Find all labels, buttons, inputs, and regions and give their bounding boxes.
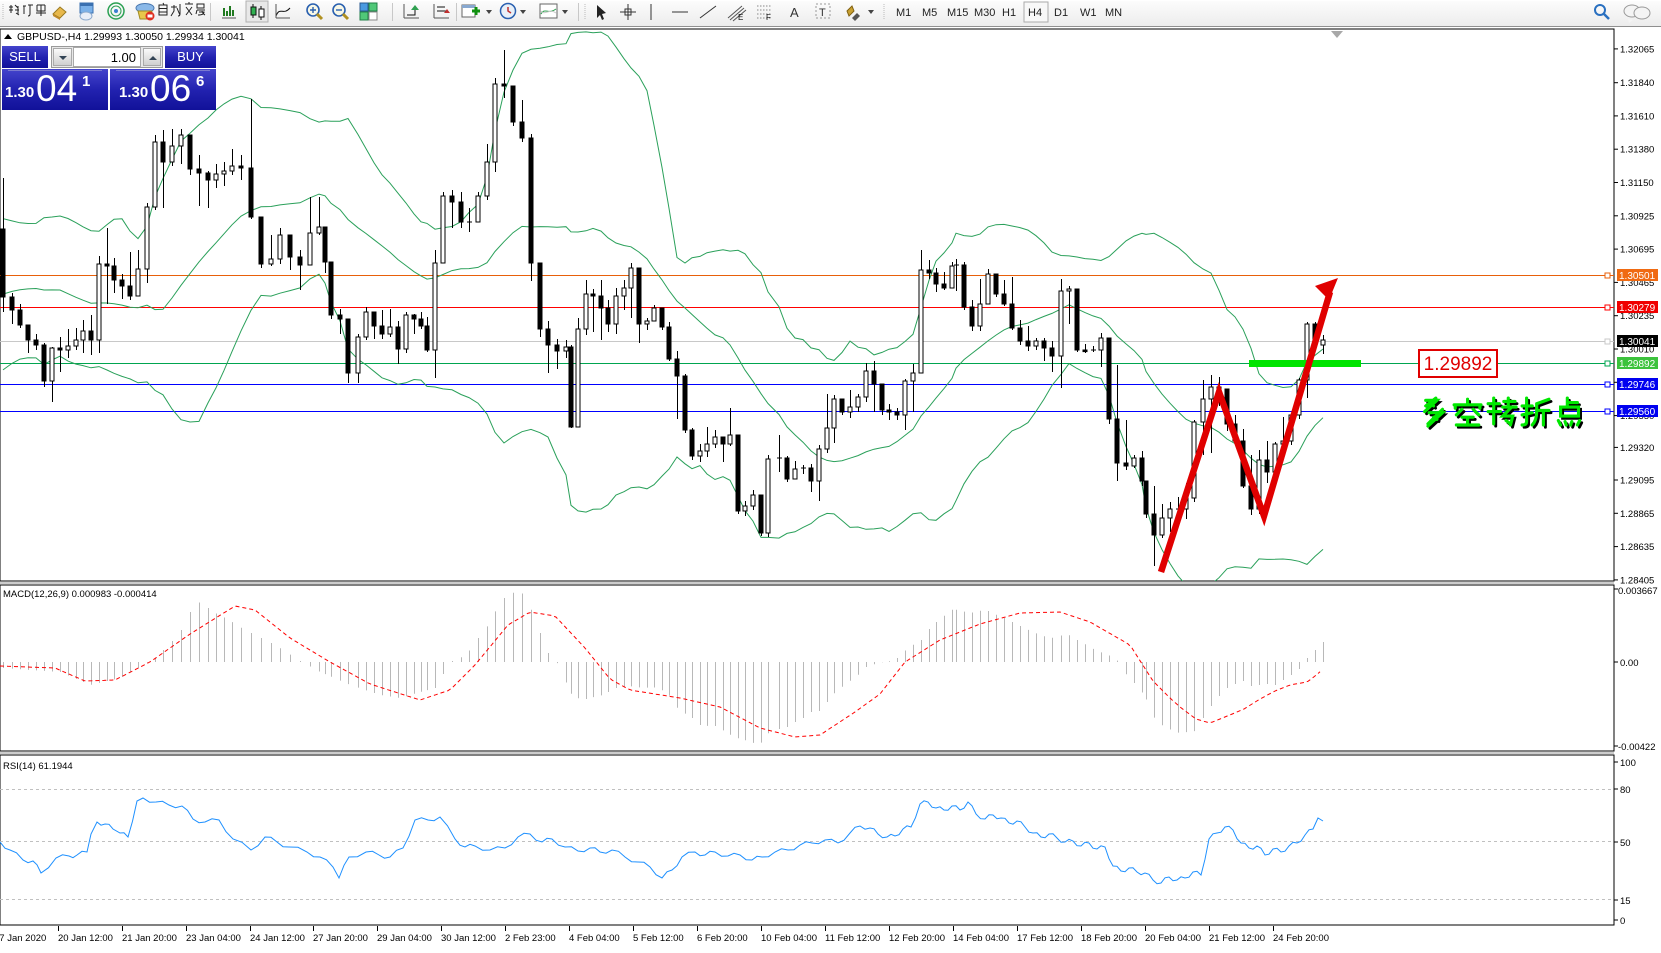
svg-text:17 Feb 12:00: 17 Feb 12:00 [1017,933,1073,944]
svg-text:80: 80 [1620,785,1631,796]
svg-text:21 Feb 12:00: 21 Feb 12:00 [1209,933,1265,944]
svg-text:50: 50 [1620,838,1631,849]
svg-text:0: 0 [1620,916,1625,927]
svg-text:14 Feb 04:00: 14 Feb 04:00 [953,933,1009,944]
svg-text:0.003667: 0.003667 [1618,586,1658,597]
svg-text:20 Jan 12:00: 20 Jan 12:00 [58,933,113,944]
svg-text:M1: M1 [896,7,911,19]
svg-text:24 Feb 20:00: 24 Feb 20:00 [1273,933,1329,944]
svg-text:1.28635: 1.28635 [1620,542,1654,553]
svg-text:1.28405: 1.28405 [1620,575,1654,586]
svg-text:RSI(14) 61.1944: RSI(14) 61.1944 [3,761,73,772]
svg-text:30 Jan 12:00: 30 Jan 12:00 [441,933,496,944]
svg-text:M5: M5 [922,7,937,19]
svg-text:H4: H4 [1028,7,1042,19]
svg-text:4 Feb 04:00: 4 Feb 04:00 [569,933,620,944]
svg-text:29 Jan 04:00: 29 Jan 04:00 [377,933,432,944]
svg-text:1.31150: 1.31150 [1620,178,1654,189]
svg-text:MN: MN [1105,7,1122,19]
svg-text:1.30235: 1.30235 [1620,311,1654,322]
svg-text:H1: H1 [1002,7,1016,19]
svg-text:11 Feb 12:00: 11 Feb 12:00 [825,933,880,944]
svg-text:24 Jan 12:00: 24 Jan 12:00 [250,933,305,944]
svg-text:1.30010: 1.30010 [1620,345,1654,356]
svg-text:1.29095: 1.29095 [1620,476,1654,487]
svg-text:17 Jan 2020: 17 Jan 2020 [0,933,46,944]
svg-text:5 Feb 12:00: 5 Feb 12:00 [633,933,684,944]
svg-text:1.29560: 1.29560 [1619,407,1656,418]
svg-text:1.30925: 1.30925 [1620,211,1654,222]
svg-text:2 Feb 23:00: 2 Feb 23:00 [505,933,556,944]
svg-text:1.29320: 1.29320 [1620,443,1654,454]
svg-text:1.32065: 1.32065 [1620,44,1654,55]
svg-text:T: T [819,7,826,19]
svg-text:1.30465: 1.30465 [1620,278,1654,289]
svg-text:MACD(12,26,9) 0.000983 -0.0004: MACD(12,26,9) 0.000983 -0.000414 [3,589,157,600]
svg-text:1.30695: 1.30695 [1620,245,1654,256]
svg-text:W1: W1 [1080,7,1097,19]
svg-text:1.31840: 1.31840 [1620,78,1654,89]
svg-text:18 Feb 20:00: 18 Feb 20:00 [1081,933,1137,944]
svg-text:1.30501: 1.30501 [1619,271,1656,282]
svg-text:23 Jan 04:00: 23 Jan 04:00 [186,933,241,944]
svg-text:1.31610: 1.31610 [1620,111,1654,122]
svg-text:D1: D1 [1054,7,1068,19]
svg-text:1.29892: 1.29892 [1424,354,1493,375]
svg-text:100: 100 [1620,758,1636,769]
svg-text:GBPUSD-,H4 1.29993 1.30050 1.: GBPUSD-,H4 1.29993 1.30050 1.29934 1.300… [17,31,245,43]
svg-text:E: E [738,13,743,22]
svg-text:27 Jan 20:00: 27 Jan 20:00 [313,933,368,944]
svg-text:1.29746: 1.29746 [1619,380,1656,391]
svg-text:0.00: 0.00 [1620,658,1639,669]
svg-text:1.31380: 1.31380 [1620,145,1654,156]
svg-text:M15: M15 [947,7,968,19]
svg-text:12 Feb 20:00: 12 Feb 20:00 [889,933,945,944]
svg-text:F: F [766,13,771,22]
svg-text:1.29892: 1.29892 [1619,359,1656,370]
svg-text:1.28865: 1.28865 [1620,509,1654,520]
svg-text:10 Feb 04:00: 10 Feb 04:00 [761,933,817,944]
svg-text:-0.00422: -0.00422 [1618,742,1656,753]
svg-text:M30: M30 [974,7,995,19]
svg-text:21 Jan 20:00: 21 Jan 20:00 [122,933,177,944]
svg-text:A: A [790,5,799,20]
svg-text:6 Feb 20:00: 6 Feb 20:00 [697,933,748,944]
svg-text:15: 15 [1620,896,1631,907]
svg-text:1.30279: 1.30279 [1619,303,1656,314]
svg-text:1.30041: 1.30041 [1619,337,1656,348]
svg-text:20 Feb 04:00: 20 Feb 04:00 [1145,933,1201,944]
